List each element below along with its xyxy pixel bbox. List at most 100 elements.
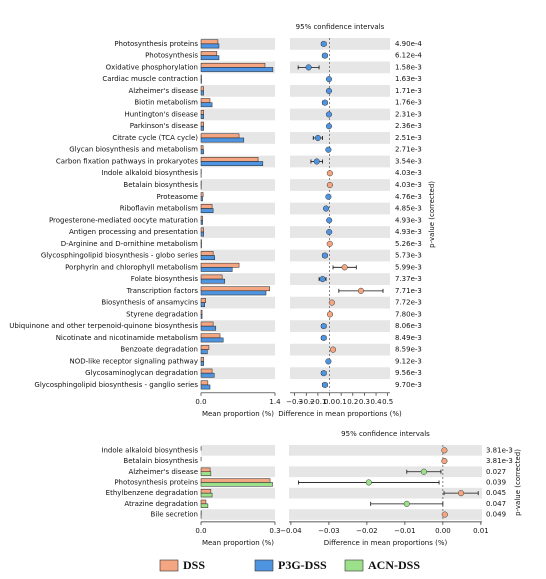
difference-dot (313, 158, 320, 165)
p-axis-title: p-value (corrected) (428, 181, 436, 248)
row-label: Progesterone-mediated oocyte maturation (49, 216, 198, 224)
x-axis-title: Mean proportion (%) (202, 410, 274, 418)
bar (200, 489, 212, 494)
bar (200, 298, 207, 303)
bar (200, 121, 204, 127)
row-band (290, 108, 390, 121)
row-band (290, 226, 390, 238)
row-label: Glycosphingolipid biosynthesis - globo s… (41, 252, 199, 260)
bar (200, 231, 204, 237)
row-band (201, 466, 275, 478)
p-value: 4.93e-3 (395, 228, 422, 236)
row-band (201, 38, 275, 50)
row-label: Benzoate degradation (120, 346, 198, 354)
diff-x-tick-label: 0.01 (473, 527, 489, 535)
bar (200, 337, 224, 343)
bar (200, 274, 223, 280)
row-label: Biosynthesis of ansamycins (101, 299, 198, 307)
p-value: 0.047 (486, 500, 506, 508)
diff-x-tick-label: −0.02 (356, 527, 377, 535)
difference-dot (403, 500, 410, 507)
bar (200, 196, 203, 202)
difference-dot (325, 76, 333, 83)
bar (200, 157, 259, 162)
difference-dot (357, 287, 364, 294)
p-value: 7.72e-3 (395, 299, 422, 307)
difference-dot (321, 252, 328, 259)
bar (200, 78, 202, 84)
bar (200, 145, 204, 150)
p-value: 1.58e-3 (395, 63, 422, 71)
difference-dot (320, 323, 327, 330)
row-label: Alzheimer's disease (129, 468, 198, 476)
bar (200, 43, 220, 49)
row-band (290, 61, 390, 74)
row-band (201, 179, 275, 191)
bar (200, 314, 203, 319)
panel-title: 95% confidence intervals (341, 430, 430, 438)
bar (200, 345, 210, 350)
row-label: Indole alkaloid biosynthesis (101, 169, 198, 177)
difference-dot (420, 468, 427, 475)
p-value: 0.039 (486, 478, 506, 486)
legend-swatch (344, 559, 364, 572)
bar (200, 278, 226, 284)
p-value: 3.54e-3 (395, 157, 422, 165)
row-band (290, 320, 390, 332)
bar (200, 204, 213, 209)
p-value: 0.027 (486, 468, 506, 476)
row-band (290, 85, 390, 97)
diff-x-tick-label: −0.03 (318, 527, 339, 535)
difference-dot (325, 193, 332, 200)
bar (200, 286, 270, 292)
bar (200, 499, 207, 505)
p-value: 8.06e-3 (395, 322, 422, 330)
bar (200, 325, 217, 331)
bar (200, 321, 214, 327)
row-label: Glycosaminoglycan degradation (85, 369, 198, 377)
bar (200, 227, 204, 233)
difference-dot (326, 181, 333, 189)
row-band (290, 132, 390, 144)
row-label: D-Arginine and D-ornithine metabolism (61, 240, 198, 248)
p-value: 0.045 (486, 489, 506, 497)
row-band (290, 343, 390, 356)
row-label: Glycosphingolipid biosynthesis - ganglio… (34, 381, 198, 389)
legend-swatch (254, 559, 274, 572)
difference-dot (321, 99, 328, 106)
row-band (201, 226, 275, 238)
row-label: Huntington's disease (124, 110, 198, 118)
bar (200, 262, 240, 268)
p-value: 0.049 (486, 511, 506, 519)
row-label: Proteasome (156, 193, 198, 201)
row-band (201, 320, 275, 332)
bar (200, 349, 208, 355)
diff-x-tick-label: 0.0 (324, 398, 335, 406)
difference-dot (441, 447, 448, 454)
bar (200, 333, 221, 339)
diff-x-tick-label: −0.3 (286, 398, 303, 406)
row-label: Betalain biosynthesis (123, 181, 198, 189)
row-band (290, 367, 390, 380)
bar (200, 55, 220, 61)
p-value: 5.73e-3 (395, 252, 422, 260)
x-tick-label: 0.3 (269, 527, 280, 535)
difference-dot (326, 217, 333, 224)
bar (200, 302, 205, 308)
bar (200, 90, 204, 96)
difference-dot (305, 64, 312, 71)
x-tick-label: 0.0 (195, 527, 206, 535)
legend-label: DSS (183, 558, 205, 572)
difference-dot (328, 299, 335, 306)
legend-label: ACN-DSS (368, 558, 420, 572)
row-label: Oxidative phosphorylation (106, 63, 198, 71)
difference-dot (341, 264, 348, 271)
difference-dot (325, 123, 333, 130)
p-value: 6.12e-4 (395, 52, 422, 60)
bar (200, 215, 203, 221)
bar (200, 478, 271, 483)
bar (200, 161, 264, 166)
diff-x-tick-label: 0.4 (370, 398, 382, 406)
row-band (201, 367, 275, 380)
